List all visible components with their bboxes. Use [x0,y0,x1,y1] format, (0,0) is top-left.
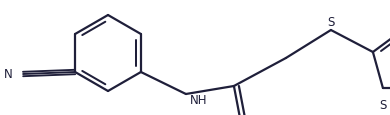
Text: N: N [4,68,13,81]
Text: S: S [327,15,335,28]
Text: S: S [379,98,386,111]
Text: NH: NH [190,94,207,107]
